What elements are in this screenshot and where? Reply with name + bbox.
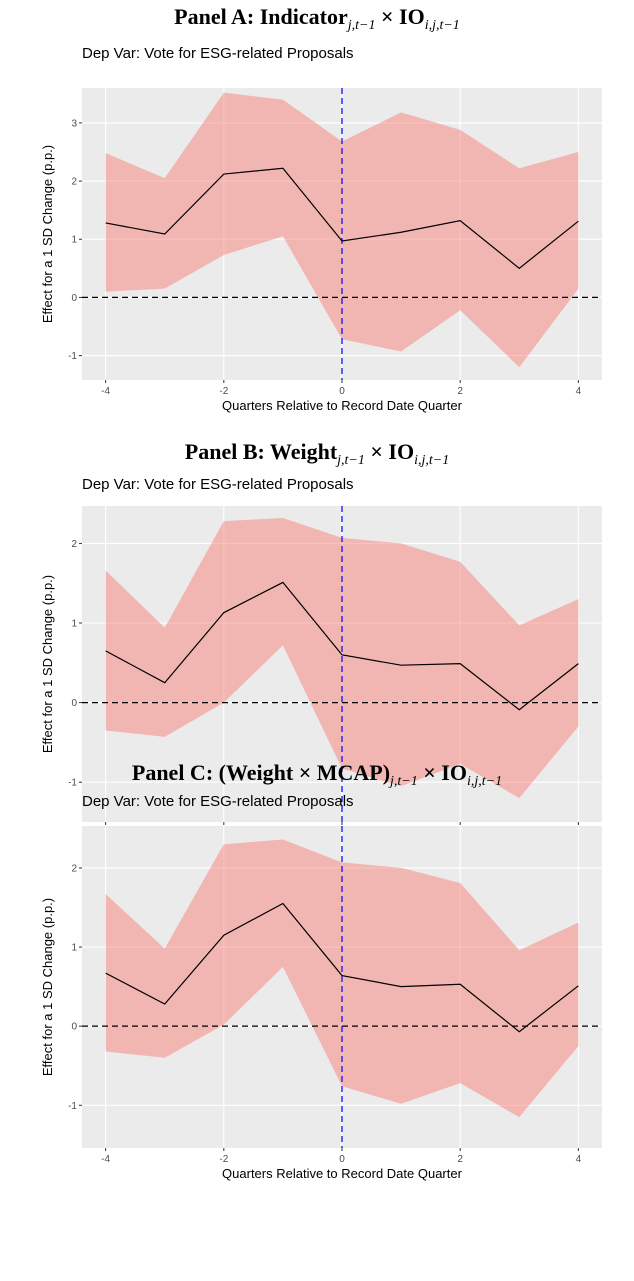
y-tick-label: 0	[71, 1022, 77, 1033]
subtitle: Dep Var: Vote for ESG-related Proposals	[82, 476, 354, 493]
y-axis-label: Effect for a 1 SD Change (p.p.)	[40, 575, 55, 753]
title-subscript: j,t−1	[346, 18, 376, 33]
title-part: × IO	[375, 4, 424, 29]
y-tick-label: -1	[68, 778, 77, 789]
y-tick-label: 3	[71, 118, 77, 129]
y-tick-label: -1	[68, 351, 77, 362]
title-part: Panel C: (Weight × MCAP)	[132, 760, 390, 785]
title-part: Panel B: Weight	[185, 439, 338, 464]
y-tick-label: 2	[71, 539, 77, 550]
y-tick-label: 1	[71, 235, 77, 246]
estimate-line	[105, 902, 579, 1033]
title-subscript: j,t−1	[388, 774, 418, 789]
subtitle: Dep Var: Vote for ESG-related Proposals	[82, 45, 354, 62]
x-axis-label: Quarters Relative to Record Date Quarter	[222, 398, 463, 413]
y-axis-label: Effect for a 1 SD Change (p.p.)	[40, 898, 55, 1076]
title-subscript: i,j,t−1	[467, 774, 502, 789]
y-tick-label: 1	[71, 943, 77, 954]
y-tick-label: -1	[68, 1101, 77, 1112]
y-tick-label: 1	[71, 619, 77, 630]
estimate-line	[105, 167, 579, 270]
x-tick-label: -4	[101, 1154, 110, 1165]
y-tick-label: 2	[71, 863, 77, 874]
y-tick-label: 0	[71, 293, 77, 304]
title-subscript: i,j,t−1	[425, 18, 460, 33]
x-tick-label: 4	[576, 1154, 582, 1165]
title-part: × IO	[418, 760, 467, 785]
x-tick-label: 2	[457, 1154, 463, 1165]
title-part: × IO	[365, 439, 414, 464]
title-part: Panel A: Indicator	[174, 4, 348, 29]
panel-title: Panel A: Indicatorj,t−1 × IOi,j,t−1	[174, 4, 460, 33]
panel-title: Panel C: (Weight × MCAP)j,t−1 × IOi,j,t−…	[132, 760, 502, 789]
x-tick-label: -4	[101, 386, 110, 397]
y-tick-label: 0	[71, 698, 77, 709]
title-subscript: i,j,t−1	[414, 453, 449, 468]
title-subscript: j,t−1	[335, 453, 365, 468]
y-tick-label: 2	[71, 177, 77, 188]
x-tick-label: 0	[339, 1154, 345, 1165]
x-axis-label: Quarters Relative to Record Date Quarter	[222, 1166, 463, 1181]
x-tick-label: 2	[457, 386, 463, 397]
x-tick-label: 4	[576, 386, 582, 397]
x-tick-label: -2	[219, 386, 228, 397]
x-tick-label: 0	[339, 386, 345, 397]
x-tick-label: -2	[219, 1154, 228, 1165]
estimate-line	[105, 581, 579, 711]
y-axis-label: Effect for a 1 SD Change (p.p.)	[40, 145, 55, 323]
subtitle: Dep Var: Vote for ESG-related Proposals	[82, 793, 354, 810]
panel-title: Panel B: Weightj,t−1 × IOi,j,t−1	[185, 439, 449, 468]
